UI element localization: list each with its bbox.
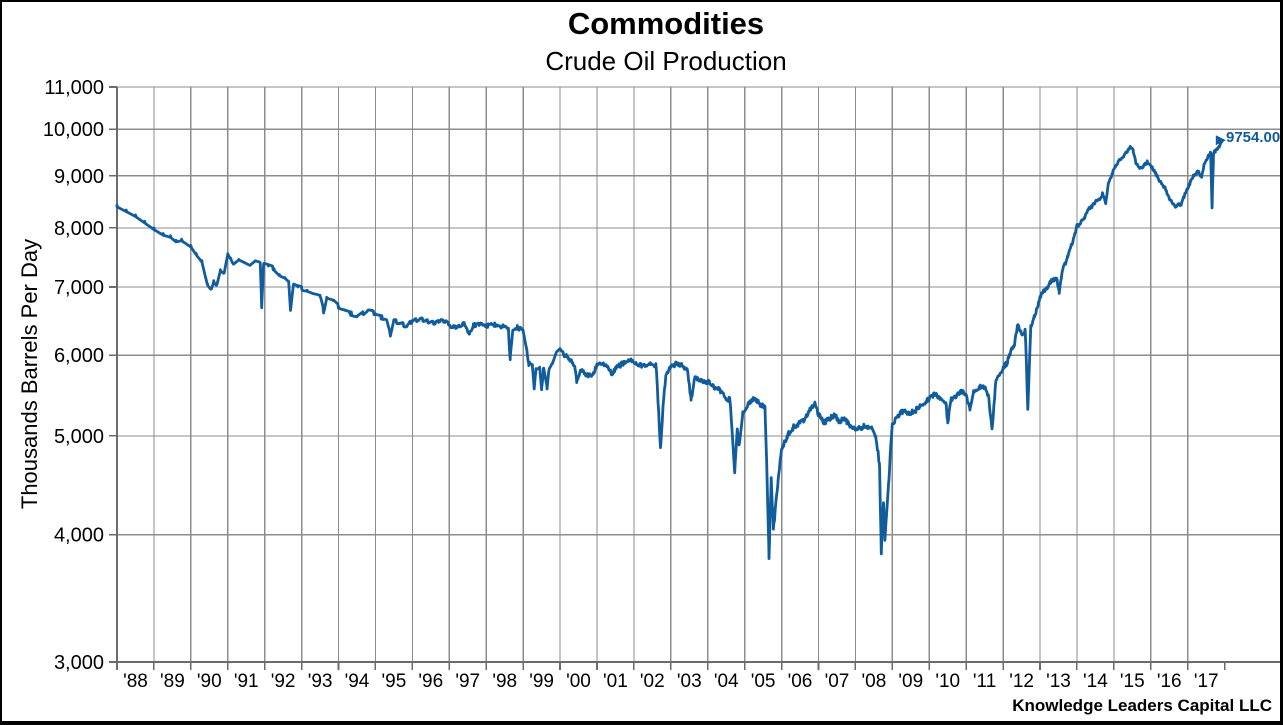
x-tick-label: '89 (160, 671, 185, 692)
x-tick-label: '16 (1157, 671, 1182, 692)
x-tick-label: '02 (640, 671, 665, 692)
x-tick-label: '14 (1083, 671, 1108, 692)
y-tick-label: 8,000 (54, 218, 104, 240)
x-tick-label: '88 (123, 671, 148, 692)
x-tick-label: '93 (308, 671, 333, 692)
last-value-label: 9754.00 (1226, 129, 1281, 146)
y-axis-title: Thousands Barrels Per Day (17, 238, 42, 510)
attribution: Knowledge Leaders Capital LLC (1012, 696, 1272, 715)
y-tick-label: 4,000 (54, 525, 104, 547)
x-tick-label: '98 (492, 671, 517, 692)
chart-subtitle: Crude Oil Production (545, 46, 787, 76)
x-tick-label: '15 (1120, 671, 1145, 692)
y-tick-label: 9,000 (54, 166, 104, 188)
x-tick-label: '94 (345, 671, 370, 692)
y-tick-label: 5,000 (54, 426, 104, 448)
x-tick-label: '96 (418, 671, 443, 692)
x-tick-label: '13 (1046, 671, 1071, 692)
production-line (115, 138, 1225, 560)
x-tick-label: '09 (898, 671, 923, 692)
x-tick-label: '95 (382, 671, 407, 692)
x-tick-label: '97 (455, 671, 480, 692)
x-tick-label: '91 (234, 671, 259, 692)
x-tick-label: '04 (714, 671, 739, 692)
y-tick-label: 10,000 (43, 119, 104, 141)
chart-title: Commodities (567, 6, 765, 41)
x-tick-label: '05 (751, 671, 776, 692)
x-tick-label: '99 (529, 671, 554, 692)
last-point-marker (1215, 135, 1226, 146)
y-tick-label: 3,000 (54, 652, 104, 674)
x-tick-label: '07 (825, 671, 850, 692)
x-tick-label: '00 (566, 671, 591, 692)
x-tick-label: '11 (973, 671, 996, 692)
x-tick-label: '03 (677, 671, 702, 692)
x-tick-label: '06 (788, 671, 813, 692)
y-tick-label: 11,000 (44, 77, 104, 99)
x-tick-label: '10 (935, 671, 960, 692)
x-tick-label: '12 (1009, 671, 1034, 692)
x-tick-label: '92 (271, 671, 296, 692)
x-tick-label: '08 (862, 671, 887, 692)
x-tick-label: '01 (603, 671, 628, 692)
x-tick-label: '17 (1194, 671, 1219, 692)
y-tick-label: 6,000 (54, 345, 104, 367)
y-tick-label: 7,000 (54, 277, 104, 299)
x-tick-label: '90 (197, 671, 222, 692)
